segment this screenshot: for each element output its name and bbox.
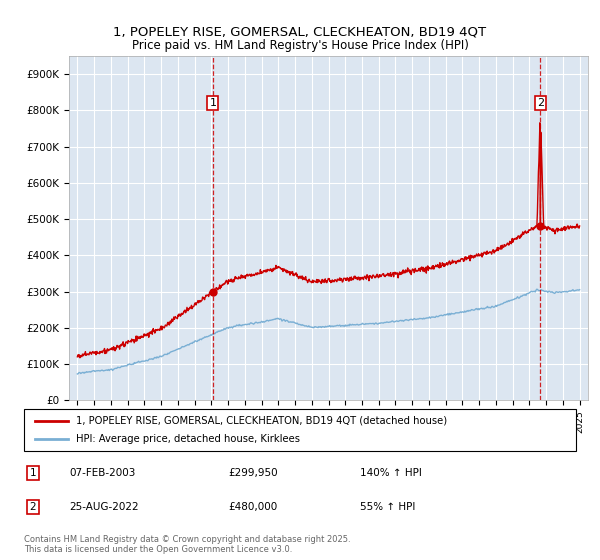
Text: Price paid vs. HM Land Registry's House Price Index (HPI): Price paid vs. HM Land Registry's House … [131, 39, 469, 52]
Text: 2: 2 [537, 98, 544, 108]
Text: HPI: Average price, detached house, Kirklees: HPI: Average price, detached house, Kirk… [76, 434, 301, 444]
Text: 25-AUG-2022: 25-AUG-2022 [69, 502, 139, 512]
Text: 140% ↑ HPI: 140% ↑ HPI [360, 468, 422, 478]
Text: 07-FEB-2003: 07-FEB-2003 [69, 468, 136, 478]
Text: £299,950: £299,950 [228, 468, 278, 478]
FancyBboxPatch shape [24, 409, 576, 451]
Text: 2: 2 [29, 502, 37, 512]
Text: £480,000: £480,000 [228, 502, 277, 512]
Text: 1: 1 [29, 468, 37, 478]
Text: 1, POPELEY RISE, GOMERSAL, CLECKHEATON, BD19 4QT (detached house): 1, POPELEY RISE, GOMERSAL, CLECKHEATON, … [76, 416, 448, 426]
Text: Contains HM Land Registry data © Crown copyright and database right 2025.
This d: Contains HM Land Registry data © Crown c… [24, 535, 350, 554]
Text: 55% ↑ HPI: 55% ↑ HPI [360, 502, 415, 512]
Text: 1: 1 [209, 98, 217, 108]
Text: 1, POPELEY RISE, GOMERSAL, CLECKHEATON, BD19 4QT: 1, POPELEY RISE, GOMERSAL, CLECKHEATON, … [113, 25, 487, 38]
